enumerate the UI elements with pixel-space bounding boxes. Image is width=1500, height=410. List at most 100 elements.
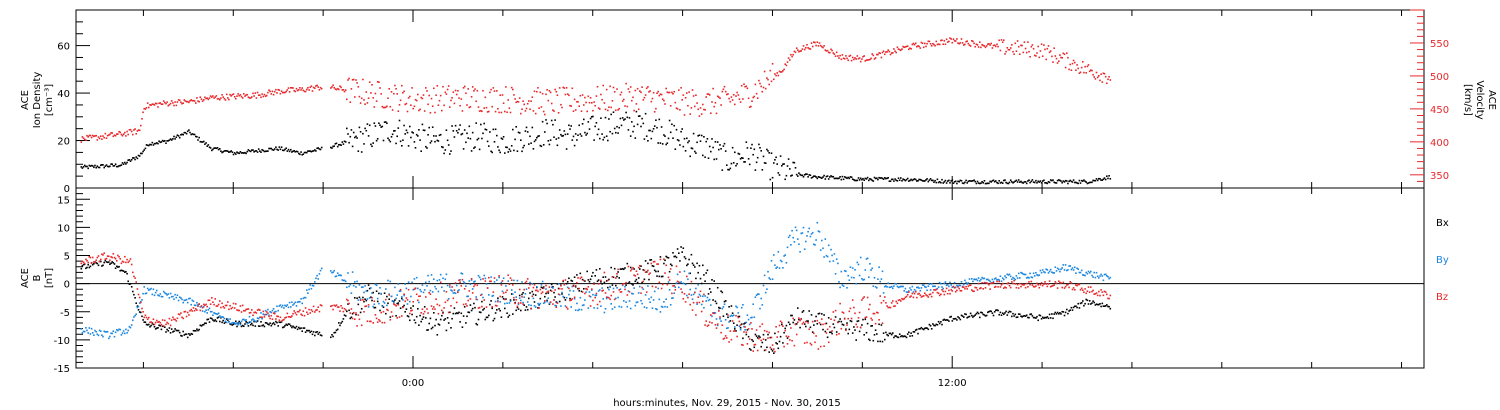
data-point bbox=[172, 295, 174, 298]
data-point bbox=[447, 311, 450, 314]
data-point bbox=[126, 258, 128, 261]
data-point bbox=[896, 46, 899, 49]
data-point bbox=[1055, 182, 1058, 184]
data-point bbox=[758, 143, 760, 146]
data-point bbox=[1004, 312, 1006, 314]
data-point bbox=[778, 174, 781, 176]
data-point bbox=[779, 259, 782, 262]
data-point bbox=[619, 93, 622, 96]
data-point bbox=[510, 145, 513, 147]
data-point bbox=[910, 332, 912, 334]
data-point bbox=[1107, 177, 1109, 180]
data-point bbox=[293, 310, 295, 312]
data-point bbox=[929, 293, 932, 295]
data-point bbox=[954, 317, 957, 320]
data-point bbox=[385, 298, 387, 301]
data-point bbox=[536, 289, 538, 292]
data-point bbox=[968, 278, 971, 280]
data-point bbox=[1041, 269, 1044, 271]
data-point bbox=[230, 322, 232, 325]
data-point bbox=[176, 294, 179, 296]
data-point bbox=[706, 138, 709, 140]
data-point bbox=[406, 299, 409, 301]
data-point bbox=[142, 111, 144, 114]
data-point bbox=[159, 141, 162, 144]
data-point bbox=[315, 309, 317, 312]
data-point bbox=[221, 151, 223, 154]
data-point bbox=[491, 151, 493, 154]
data-point bbox=[467, 311, 469, 313]
data-point bbox=[612, 287, 615, 290]
data-point bbox=[791, 174, 793, 177]
data-point bbox=[272, 312, 275, 314]
data-point bbox=[237, 93, 239, 95]
b-axis-label: ACE B [nT] bbox=[20, 268, 55, 288]
data-point bbox=[319, 86, 322, 89]
data-point bbox=[545, 119, 547, 121]
data-point bbox=[730, 96, 733, 98]
data-point bbox=[882, 50, 885, 52]
data-point bbox=[647, 86, 649, 88]
data-point bbox=[517, 101, 520, 103]
data-point bbox=[262, 324, 265, 326]
data-point bbox=[975, 312, 978, 315]
data-point bbox=[950, 284, 952, 286]
data-point bbox=[525, 306, 528, 308]
data-point bbox=[180, 334, 182, 337]
data-point bbox=[541, 92, 544, 95]
data-point bbox=[158, 324, 160, 327]
data-point bbox=[1069, 179, 1071, 182]
data-point bbox=[160, 103, 163, 105]
data-point bbox=[310, 287, 313, 290]
data-point bbox=[901, 297, 903, 300]
data-point bbox=[414, 98, 417, 101]
data-point bbox=[231, 151, 234, 153]
data-point bbox=[631, 283, 633, 285]
data-point bbox=[271, 309, 274, 312]
data-point bbox=[920, 326, 923, 329]
data-point bbox=[338, 274, 340, 277]
data-point bbox=[1091, 290, 1093, 293]
data-point bbox=[627, 290, 630, 292]
data-point bbox=[790, 314, 792, 317]
data-point bbox=[192, 329, 195, 332]
data-point bbox=[513, 149, 515, 152]
data-point bbox=[390, 91, 393, 93]
data-point bbox=[127, 329, 129, 332]
data-point bbox=[1022, 273, 1025, 275]
data-point bbox=[651, 307, 654, 309]
data-point bbox=[617, 132, 619, 134]
data-point bbox=[616, 275, 618, 278]
data-point bbox=[421, 284, 424, 286]
data-point bbox=[283, 91, 285, 94]
data-point bbox=[578, 105, 580, 107]
data-point bbox=[1028, 179, 1030, 181]
data-point bbox=[537, 290, 539, 293]
data-point bbox=[1045, 58, 1047, 61]
data-point bbox=[1052, 317, 1054, 320]
data-point bbox=[122, 163, 125, 165]
data-point bbox=[801, 48, 804, 50]
data-point bbox=[307, 313, 309, 315]
data-point bbox=[404, 300, 406, 303]
data-point bbox=[296, 328, 299, 331]
data-point bbox=[167, 322, 170, 325]
data-point bbox=[933, 43, 935, 46]
data-point bbox=[661, 143, 664, 145]
data-point bbox=[762, 338, 765, 340]
data-point bbox=[110, 262, 112, 265]
data-point bbox=[387, 279, 389, 282]
data-point bbox=[822, 247, 824, 250]
data-point bbox=[888, 180, 891, 182]
data-point bbox=[949, 316, 951, 318]
data-point bbox=[215, 305, 218, 307]
data-point bbox=[963, 44, 965, 46]
data-point bbox=[669, 304, 672, 306]
data-point bbox=[937, 292, 940, 295]
data-point bbox=[794, 51, 797, 54]
data-point bbox=[135, 313, 137, 315]
data-point bbox=[911, 292, 914, 295]
data-point bbox=[122, 133, 125, 135]
data-point bbox=[879, 280, 881, 283]
data-point bbox=[676, 108, 679, 110]
